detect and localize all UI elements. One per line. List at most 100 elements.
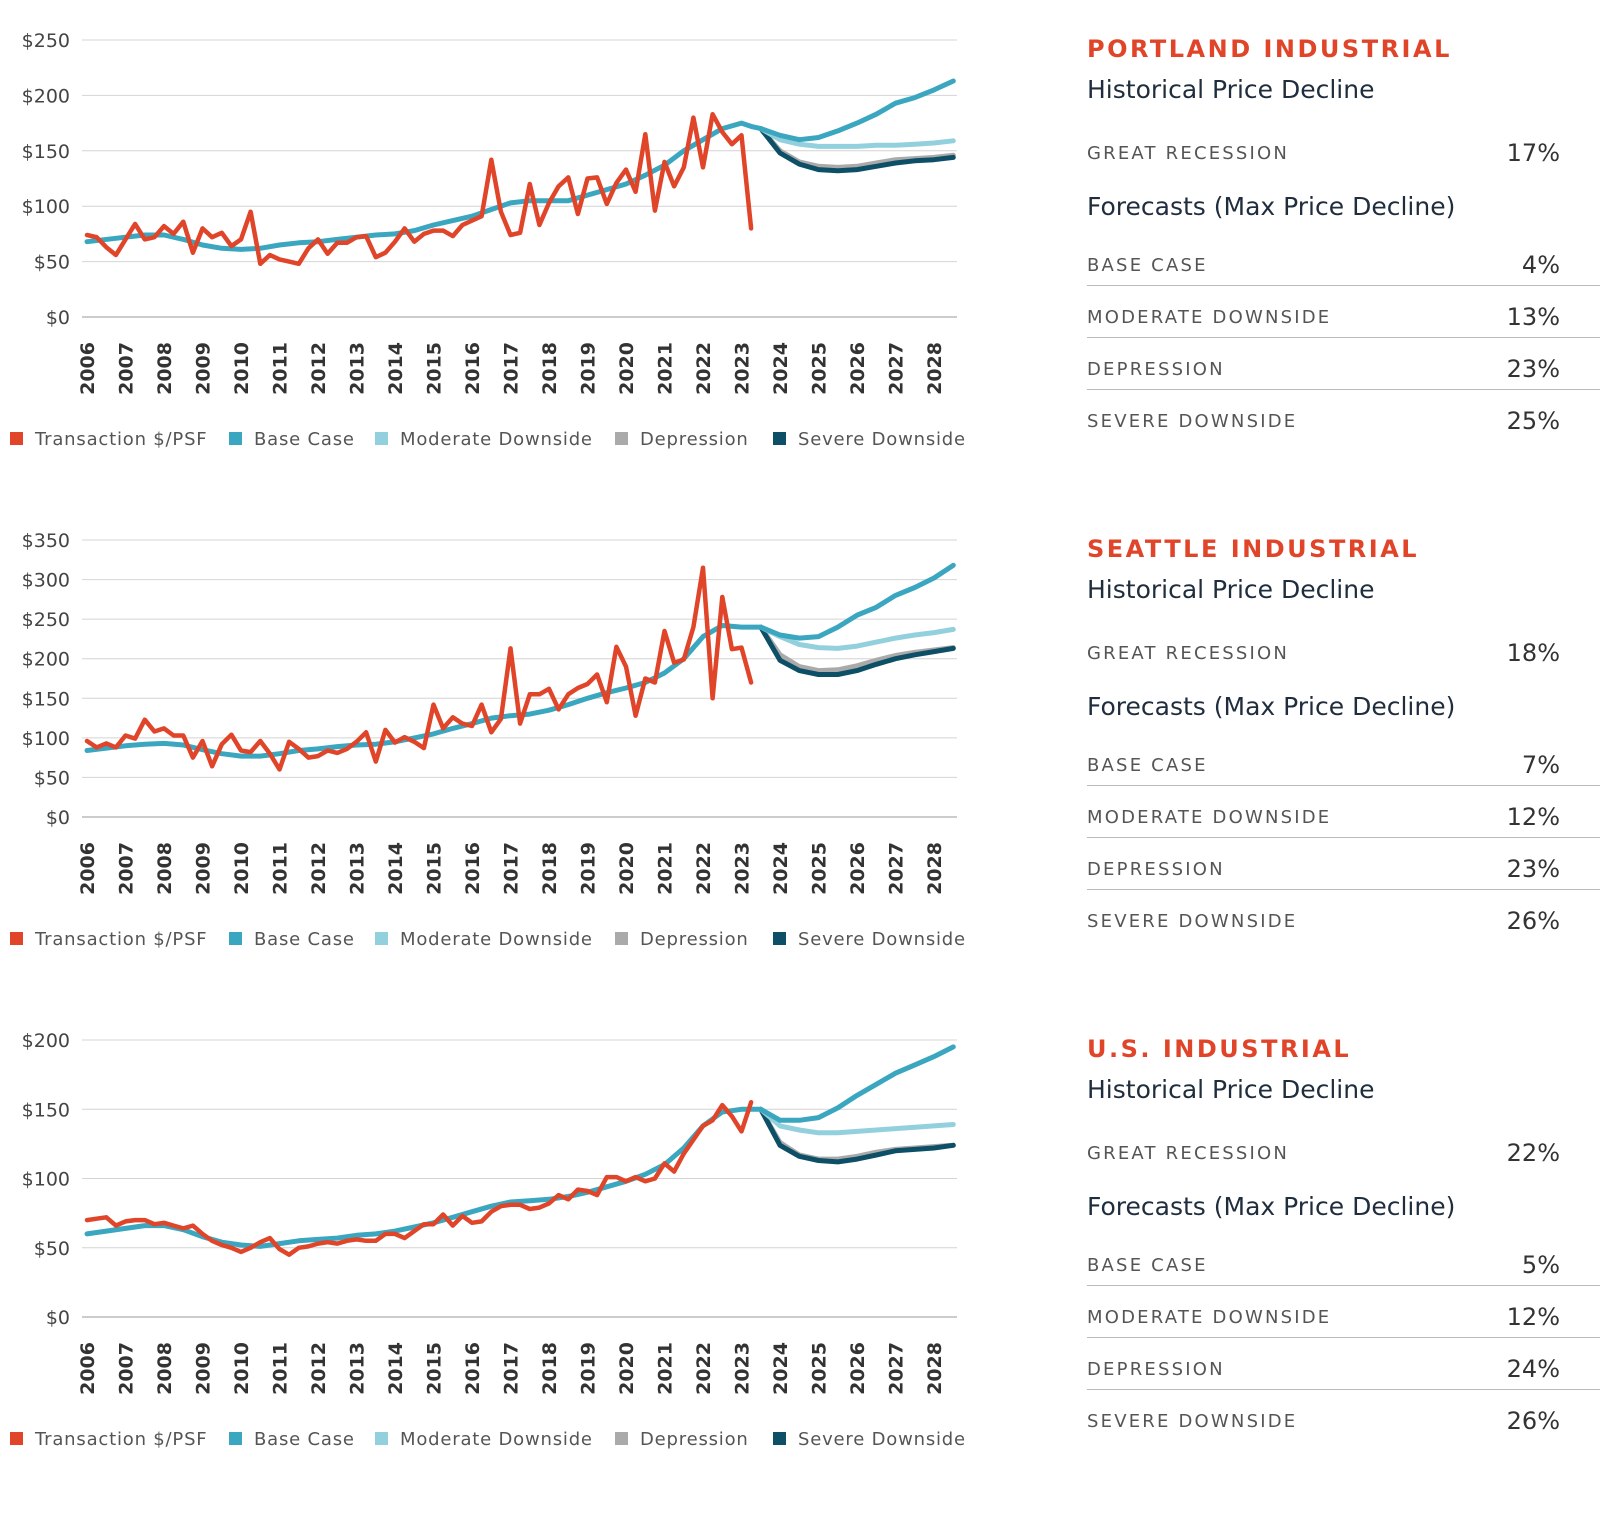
legend-swatch [773, 1432, 786, 1445]
x-tick-label: 2016 [462, 1342, 484, 1395]
historical-heading: Historical Price Decline [1087, 75, 1375, 104]
row-value: 26% [1506, 907, 1560, 935]
x-tick-label: 2021 [655, 1342, 677, 1395]
legend-label: Base Case [254, 929, 355, 950]
x-tick-label: 2023 [732, 842, 754, 895]
series-line-transaction-psf [84, 565, 754, 772]
forecast-row: SEVERE DOWNSIDE 26% [1087, 1389, 1600, 1463]
series-line-moderate-downside [758, 624, 956, 651]
x-tick-label: 2011 [270, 342, 292, 395]
x-tick-label: 2011 [270, 842, 292, 895]
x-tick-label: 2028 [924, 342, 946, 395]
x-tick-label: 2025 [809, 842, 831, 895]
x-tick-label: 2017 [501, 1342, 523, 1395]
legend-label: Severe Downside [798, 1429, 966, 1450]
x-tick-label: 2016 [462, 842, 484, 895]
x-tick-label: 2009 [193, 842, 215, 895]
x-tick-label: 2028 [924, 842, 946, 895]
y-tick-label: $100 [22, 1169, 70, 1191]
x-tick-label: 2014 [385, 842, 407, 895]
y-tick-label: $250 [22, 609, 70, 631]
legend-label: Base Case [254, 429, 355, 450]
x-tick-label: 2015 [424, 842, 446, 895]
x-tick-label: 2010 [231, 842, 253, 895]
x-tick-label: 2006 [77, 1342, 99, 1395]
row-label: BASE CASE [1087, 255, 1208, 276]
x-tick-label: 2008 [154, 342, 176, 395]
row-label: MODERATE DOWNSIDE [1087, 307, 1332, 328]
x-tick-label: 2024 [770, 342, 792, 395]
legend-swatch [375, 932, 388, 945]
x-tick-label: 2008 [154, 1342, 176, 1395]
series-line-moderate-downside [758, 126, 956, 149]
x-tick-label: 2012 [308, 1342, 330, 1395]
series-line-moderate-downside [758, 1106, 956, 1136]
row-divider [1087, 1337, 1600, 1338]
great-recession-row: GREAT RECESSION 18% [1087, 639, 1600, 695]
y-tick-label: $150 [22, 688, 70, 710]
y-tick-label: $0 [46, 1307, 70, 1329]
x-tick-label: 2019 [578, 342, 600, 395]
row-divider [1087, 785, 1600, 786]
x-tick-label: 2017 [501, 842, 523, 895]
row-divider [1087, 1285, 1600, 1286]
x-tick-label: 2017 [501, 342, 523, 395]
seattle-price-chart: $0 $50 $100 $150 $200 $250 $300 $350 2006 2007 200… [10, 530, 965, 950]
historical-heading: Historical Price Decline [1087, 1075, 1375, 1104]
x-tick-label: 2022 [693, 342, 715, 395]
legend-swatch [229, 932, 242, 945]
x-tick-label: 2020 [616, 842, 638, 895]
x-tick-label: 2015 [424, 342, 446, 395]
forecast-heading: Forecasts (Max Price Decline) [1087, 192, 1456, 221]
row-value: 17% [1506, 139, 1560, 167]
row-value: 22% [1506, 1139, 1560, 1167]
x-tick-label: 2016 [462, 342, 484, 395]
x-tick-label: 2027 [886, 1342, 908, 1395]
y-tick-label: $250 [22, 30, 70, 52]
row-label: GREAT RECESSION [1087, 1143, 1290, 1164]
x-tick-label: 2023 [732, 1342, 754, 1395]
legend-swatch [10, 1432, 23, 1445]
legend-label: Transaction $/PSF [34, 429, 207, 450]
row-value: 7% [1521, 751, 1560, 779]
row-value: 12% [1506, 1303, 1560, 1331]
portland-summary-panel: PORTLAND INDUSTRIAL Historical Price Dec… [1087, 35, 1600, 455]
legend-swatch [773, 932, 786, 945]
legend-swatch [10, 932, 23, 945]
forecast-row: MODERATE DOWNSIDE 12% [1087, 1285, 1600, 1359]
x-tick-label: 2013 [347, 842, 369, 895]
row-divider [1087, 1389, 1600, 1390]
series-line-base-case [84, 562, 956, 759]
legend-swatch [229, 1432, 242, 1445]
x-tick-label: 2007 [116, 342, 138, 395]
historical-heading: Historical Price Decline [1087, 575, 1375, 604]
row-label: SEVERE DOWNSIDE [1087, 1411, 1298, 1432]
row-divider [1087, 337, 1600, 338]
x-tick-label: 2009 [193, 1342, 215, 1395]
y-tick-label: $100 [22, 728, 70, 750]
legend-swatch [375, 1432, 388, 1445]
legend-swatch [229, 432, 242, 445]
legend-label: Severe Downside [798, 429, 966, 450]
row-label: BASE CASE [1087, 755, 1208, 776]
legend-swatch [615, 432, 628, 445]
row-label: DEPRESSION [1087, 359, 1225, 380]
x-tick-label: 2019 [578, 842, 600, 895]
x-tick-label: 2024 [770, 842, 792, 895]
forecast-row: DEPRESSION 23% [1087, 837, 1600, 911]
x-tick-label: 2013 [347, 342, 369, 395]
x-tick-label: 2020 [616, 1342, 638, 1395]
row-divider [1087, 389, 1600, 390]
row-label: GREAT RECESSION [1087, 143, 1290, 164]
x-tick-label: 2020 [616, 342, 638, 395]
y-tick-label: $50 [34, 767, 70, 789]
legend-swatch [10, 432, 23, 445]
x-tick-label: 2018 [539, 1342, 561, 1395]
seattle-summary-panel: SEATTLE INDUSTRIAL Historical Price Decl… [1087, 535, 1600, 955]
x-tick-label: 2022 [693, 842, 715, 895]
y-tick-label: $100 [22, 196, 70, 218]
forecast-row: SEVERE DOWNSIDE 26% [1087, 889, 1600, 963]
series-line-transaction-psf [84, 111, 754, 267]
row-label: SEVERE DOWNSIDE [1087, 911, 1298, 932]
forecast-row: MODERATE DOWNSIDE 12% [1087, 785, 1600, 859]
